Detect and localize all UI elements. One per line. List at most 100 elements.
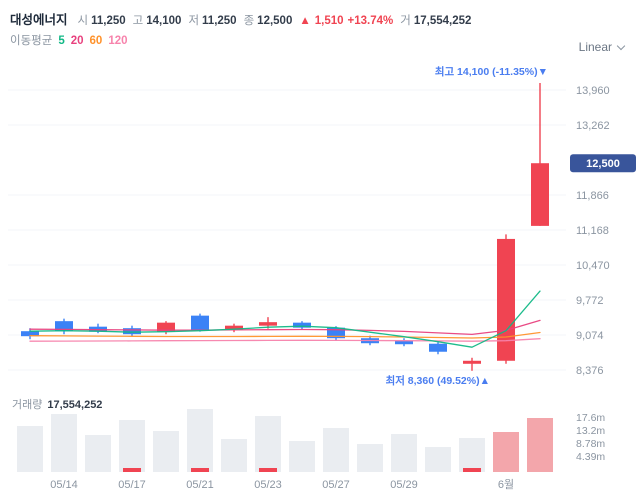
volume-bar[interactable]	[187, 409, 213, 472]
ma5-legend: 5	[58, 35, 65, 47]
current-price-badge-label: 12,500	[586, 158, 620, 170]
candle[interactable]	[191, 313, 209, 332]
candle-body	[429, 343, 447, 352]
volume-bar[interactable]	[493, 432, 519, 472]
high-annotation: 최고 14,100 (-11.35%)▼	[435, 65, 548, 78]
volume-stub-bar	[259, 468, 277, 472]
candle-body	[259, 322, 277, 326]
volume-bar[interactable]	[391, 434, 417, 472]
close-label: 종	[243, 15, 255, 27]
scale-selector[interactable]: Linear	[579, 40, 626, 54]
traded-volume-value: 17,554,252	[413, 15, 472, 27]
volume-bar[interactable]	[221, 439, 247, 472]
candle-body	[55, 321, 73, 332]
low-value: 11,250	[202, 15, 237, 27]
candle-body	[123, 328, 141, 335]
volume-bar[interactable]	[459, 438, 485, 472]
candle-body	[497, 238, 515, 361]
candle-body	[191, 315, 209, 331]
candle[interactable]	[55, 318, 73, 335]
candle-body	[21, 331, 39, 337]
volume-axis-label: 8.78m	[576, 438, 605, 450]
volume-bar[interactable]	[119, 420, 145, 472]
candle[interactable]	[327, 326, 345, 341]
y-axis-label: 9,074	[576, 330, 604, 342]
y-axis-label: 11,168	[576, 225, 609, 237]
volume-bar[interactable]	[527, 418, 553, 472]
candle[interactable]	[293, 321, 311, 330]
candle-body	[463, 360, 481, 364]
x-axis-label: 05/23	[254, 479, 282, 491]
volume-pane-label: 거래량	[12, 399, 43, 411]
candle[interactable]	[463, 357, 481, 371]
open-label: 시	[77, 15, 89, 27]
close-quote: 종 12,500	[244, 12, 293, 28]
stock-name: 대성에너지	[10, 13, 68, 27]
candle-body	[293, 322, 311, 328]
volume-bar[interactable]	[357, 444, 383, 472]
volume-axis-label: 17.6m	[576, 412, 605, 424]
volume-axis-label: 4.39m	[576, 451, 605, 463]
ma20-line	[29, 319, 541, 336]
price-change: ▲ 1,510 +13.74%	[299, 15, 393, 27]
y-axis-label: 11,866	[576, 190, 609, 202]
current-price-badge	[570, 154, 636, 173]
low-quote: 저 11,250	[188, 12, 236, 28]
y-axis-label: 8,376	[576, 365, 604, 377]
volume-bar[interactable]	[323, 428, 349, 472]
open-value: 11,250	[91, 15, 126, 27]
volume-axis-label: 13.2m	[576, 425, 605, 437]
y-axis-label: 13,960	[576, 85, 610, 97]
volume-stub-bar	[463, 468, 481, 472]
chevron-down-icon	[617, 43, 626, 52]
change-percent: +13.74%	[347, 15, 394, 27]
candle-body	[157, 322, 175, 332]
x-axis-label: 05/17	[118, 479, 146, 491]
candle[interactable]	[497, 234, 515, 364]
x-axis-label: 05/21	[186, 479, 214, 491]
volume-bar[interactable]	[425, 447, 451, 472]
candle-body	[395, 340, 413, 345]
volume-header: 거래량 17,554,252	[12, 396, 102, 412]
change-value: 1,510	[314, 15, 344, 27]
volume-bar[interactable]	[51, 414, 77, 472]
volume-bar[interactable]	[289, 441, 315, 472]
candle[interactable]	[531, 82, 549, 226]
close-value: 12,500	[257, 15, 293, 27]
candle-body	[531, 163, 549, 226]
high-quote: 고 14,100	[133, 12, 182, 28]
volume-bar[interactable]	[17, 426, 43, 472]
ma120-legend: 120	[108, 35, 128, 47]
y-axis-label: 10,470	[576, 260, 610, 272]
stock-chart[interactable]: 13,960 13,262 11,866 11,168 10,470 9,772 9,074…	[0, 60, 640, 499]
candle-body	[327, 327, 345, 339]
volume-pane-value: 17,554,252	[47, 399, 103, 411]
volume-bar[interactable]	[255, 416, 281, 472]
ma20-legend: 20	[70, 35, 84, 47]
candle[interactable]	[429, 342, 447, 355]
low-annotation: 최저 8,360 (49.52%)▲	[386, 374, 490, 387]
x-axis-label: 05/14	[50, 479, 78, 491]
ma60-line	[29, 331, 541, 339]
ma120-line	[29, 338, 541, 342]
ma60-legend: 60	[89, 35, 103, 47]
candle[interactable]	[225, 323, 243, 333]
candle[interactable]	[21, 328, 39, 340]
candle[interactable]	[395, 338, 413, 347]
volume-stub-bar	[123, 468, 141, 472]
volume-bar[interactable]	[153, 431, 179, 472]
ma5-line	[29, 290, 541, 348]
traded-volume-label: 거	[400, 15, 411, 27]
y-axis-label: 13,262	[576, 120, 610, 132]
volume-bar[interactable]	[85, 435, 111, 472]
scale-selector-label: Linear	[578, 40, 612, 54]
candle[interactable]	[123, 325, 141, 337]
traded-volume: 거 17,554,252	[400, 12, 471, 28]
x-axis-label: 6월	[498, 478, 514, 491]
candle-body	[225, 325, 243, 330]
high-value: 14,100	[146, 15, 182, 27]
x-axis-label: 05/27	[322, 479, 350, 491]
up-arrow-icon: ▲	[299, 15, 311, 27]
volume-stub-bar	[191, 468, 209, 472]
